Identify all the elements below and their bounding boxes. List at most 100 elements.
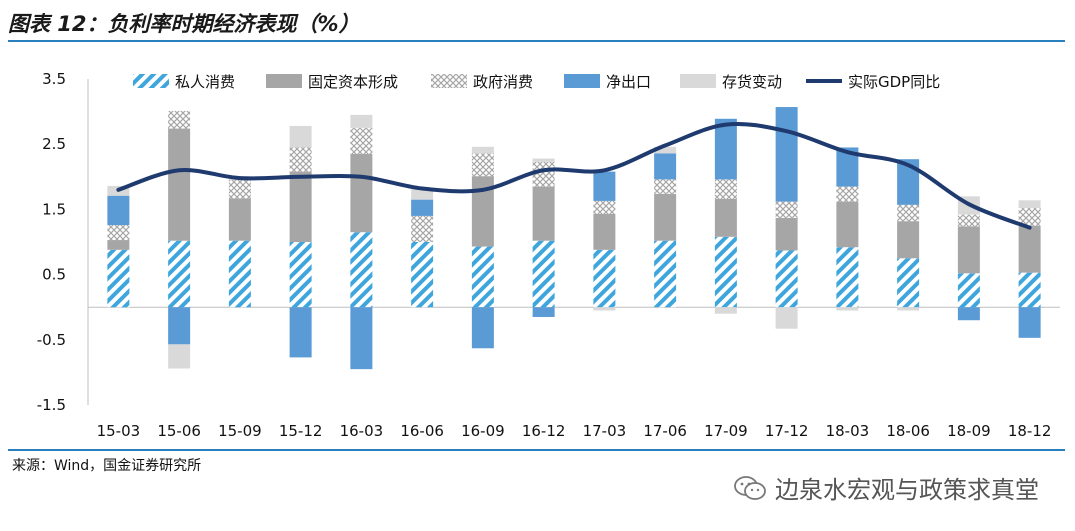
bar-segment [957, 226, 980, 274]
x-tick-label: 17-12 [765, 422, 809, 440]
footer-divider [8, 449, 1065, 451]
bar-segment [411, 187, 434, 200]
bar-segment [350, 153, 373, 233]
gdp-line-layer [116, 122, 1032, 230]
bar-segment [289, 125, 312, 148]
legend-swatch [266, 74, 302, 88]
bar-segment [897, 221, 920, 259]
legend-swatch [564, 74, 600, 88]
bar-segment [654, 179, 677, 194]
legend-swatch [680, 74, 716, 88]
bar-segment [775, 107, 798, 202]
bar-segment [228, 180, 251, 199]
bar-segment [107, 225, 130, 241]
bar-segment [350, 232, 373, 308]
legend-label: 存货变动 [722, 73, 782, 91]
bar-segment [350, 114, 373, 128]
bar-segment [1018, 272, 1041, 308]
y-tick-label: 0.5 [42, 266, 66, 284]
legend-label: 政府消费 [473, 73, 533, 91]
bar-segment [1018, 225, 1041, 273]
x-tick-label: 15-12 [279, 422, 323, 440]
title-divider [8, 40, 1065, 42]
bar-segment [532, 161, 555, 187]
bar-segment [107, 249, 130, 308]
bar-segment [168, 110, 191, 129]
bar-segment [775, 217, 798, 251]
bar-segment [1018, 307, 1041, 338]
bar-layer [107, 107, 1041, 370]
bar-segment [593, 249, 616, 308]
x-tick-label: 16-09 [461, 422, 505, 440]
bar-segment [654, 193, 677, 241]
bar-segment [714, 198, 737, 237]
legend: 私人消费 固定资本形成 政府消费 净出口 存货变动 实际GDP同比 [133, 73, 940, 91]
bar-segment [957, 307, 980, 321]
x-tick-label: 15-06 [157, 422, 201, 440]
gdp-line [116, 122, 1032, 230]
legend-label: 实际GDP同比 [848, 73, 940, 91]
x-tick-label: 18-12 [1008, 422, 1052, 440]
bar-segment [228, 240, 251, 308]
bar-segment [168, 344, 191, 369]
source-note: 来源：Wind，国金证券研究所 [12, 458, 202, 474]
bar-segment [593, 307, 616, 311]
bar-segment [836, 247, 859, 308]
x-tick-label: 16-03 [340, 422, 384, 440]
legend-swatch [133, 74, 169, 88]
bar-segment [714, 118, 737, 180]
bar-segment [897, 204, 920, 222]
x-tick-label: 17-03 [583, 422, 627, 440]
bar-segment [107, 195, 130, 226]
bar-segment [471, 176, 494, 247]
bar-segment [471, 246, 494, 308]
bar-segment [411, 215, 434, 242]
bar-segment [1018, 200, 1041, 209]
bar-segment [289, 307, 312, 358]
watermark: 边泉水宏观与政策求真堂 [733, 470, 1039, 505]
bar-segment [775, 201, 798, 218]
bar-segment [471, 146, 494, 154]
bar-segment [350, 307, 373, 370]
x-tick-label: 17-06 [643, 422, 687, 440]
legend-label: 私人消费 [175, 73, 235, 91]
legend-label: 固定资本形成 [308, 73, 398, 91]
bar-segment [836, 307, 859, 311]
x-tick-label: 18-06 [886, 422, 930, 440]
wechat-icon [734, 475, 766, 500]
bar-segment [775, 307, 798, 329]
bar-segment [168, 307, 191, 345]
x-tick-label: 15-03 [97, 422, 141, 440]
bar-segment [350, 127, 373, 154]
chart-axes: 3.5 2.5 1.5 0.5 -0.5 -1.5 15-03 15-06 15-09 15-12… [37, 70, 1060, 440]
bar-segment [532, 186, 555, 241]
bar-segment [897, 159, 920, 205]
bar-segment [957, 214, 980, 227]
y-tick-label: 2.5 [42, 135, 66, 153]
bar-segment [471, 307, 494, 349]
bar-segment [411, 242, 434, 308]
bar-segment [654, 146, 677, 154]
chart-title: 图表 12：负利率时期经济表现（%） [8, 12, 360, 36]
bar-segment [654, 153, 677, 180]
x-tick-label: 18-09 [947, 422, 991, 440]
bar-segment [168, 240, 191, 308]
watermark-text: 边泉水宏观与政策求真堂 [775, 476, 1039, 504]
bar-segment [714, 179, 737, 199]
bar-segment [957, 273, 980, 308]
bar-segment [593, 213, 616, 250]
y-tick-label: 1.5 [42, 200, 66, 218]
bar-segment [228, 198, 251, 241]
bar-segment [289, 147, 312, 172]
x-tick-label: 17-09 [704, 422, 748, 440]
stacked-bar-line-chart: 3.5 2.5 1.5 0.5 -0.5 -1.5 15-03 15-06 15-09 15-12… [37, 70, 1060, 440]
bar-segment [775, 250, 798, 308]
bar-segment [168, 128, 191, 241]
bar-segment [897, 258, 920, 308]
bar-segment [471, 153, 494, 177]
y-tick-label: -0.5 [37, 331, 66, 349]
bar-segment [411, 199, 434, 216]
legend-swatch [431, 74, 467, 88]
x-tick-label: 16-12 [522, 422, 566, 440]
y-tick-label: -1.5 [37, 396, 66, 414]
